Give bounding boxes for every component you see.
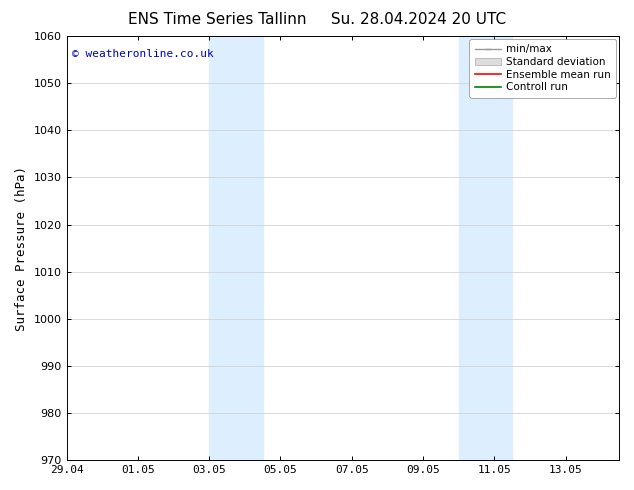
Legend: min/max, Standard deviation, Ensemble mean run, Controll run: min/max, Standard deviation, Ensemble me… bbox=[469, 39, 616, 98]
Text: © weatheronline.co.uk: © weatheronline.co.uk bbox=[72, 49, 214, 59]
Bar bbox=[209, 36, 262, 460]
Y-axis label: Surface Pressure (hPa): Surface Pressure (hPa) bbox=[15, 166, 28, 331]
Text: ENS Time Series Tallinn     Su. 28.04.2024 20 UTC: ENS Time Series Tallinn Su. 28.04.2024 2… bbox=[128, 12, 506, 27]
Bar bbox=[458, 36, 512, 460]
